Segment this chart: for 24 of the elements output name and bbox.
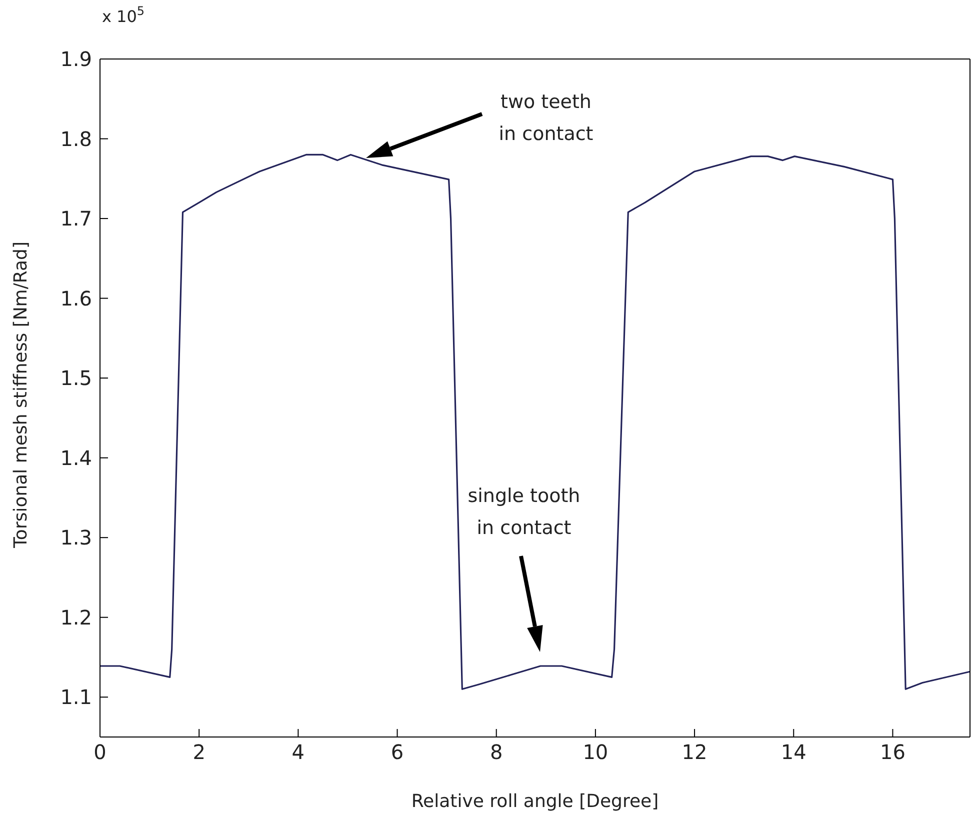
y-tick-label: 1.4 [60,446,92,470]
x-tick-label: 4 [292,740,305,764]
x-tick-label: 10 [582,740,608,764]
x-tick-label: 12 [682,740,708,764]
y-tick-label: 1.5 [60,366,92,390]
text: x 10$^{5}$ [102,4,145,26]
annotation: single tooth in contact [468,485,580,539]
annotation: two teeth in contact [498,91,594,145]
y-tick-label: 1.2 [60,605,92,630]
y-tick-label: 1.3 [60,526,92,550]
y-tick-label: 1.7 [60,206,92,231]
y-tick-label: 1.6 [60,286,92,310]
x-tick-label: 2 [192,740,206,764]
x-tick-label: 0 [94,740,106,764]
x-tick-label: 6 [390,740,404,764]
y-tick-label: 1.9 [60,47,92,72]
x-tick-label: 8 [490,740,503,764]
x-tick-label: 14 [780,740,806,764]
y-tick-label: 1.8 [60,126,92,151]
y-axis-title: Torsional mesh stiffness [Nm/Rad] [10,242,32,549]
x-axis-title: Relative roll angle [Degree] [411,791,659,812]
line-series [100,154,970,690]
x-tick-label: 16 [880,740,906,764]
y-tick-label: 1.1 [60,685,92,710]
